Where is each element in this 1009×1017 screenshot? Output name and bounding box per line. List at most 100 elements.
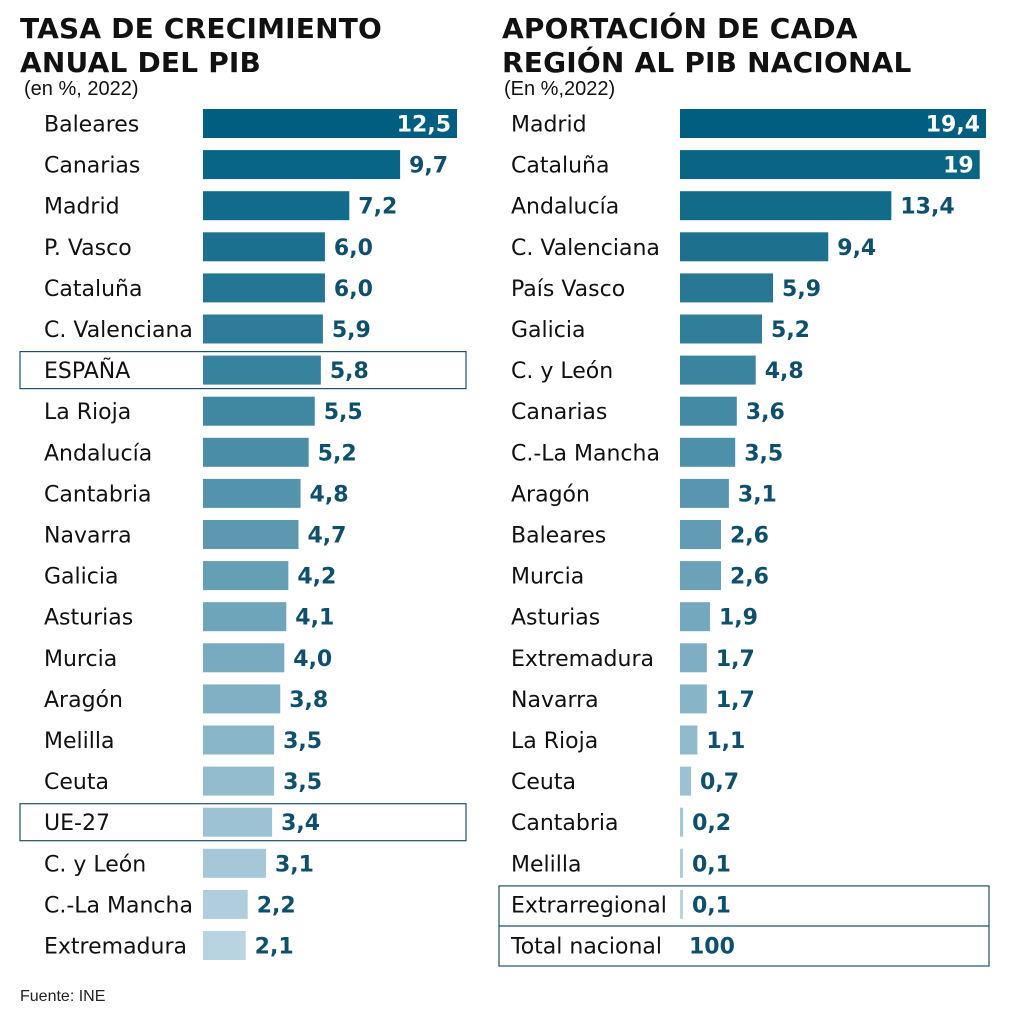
category-label: P. Vasco (44, 236, 132, 261)
total-value: 100 (689, 935, 735, 960)
value-label: 0,2 (692, 811, 731, 836)
value-label: 4,8 (310, 482, 349, 507)
value-label: 6,0 (334, 277, 373, 302)
value-label: 3,5 (283, 770, 322, 795)
value-label: 6,0 (334, 236, 373, 261)
category-label: C. y León (511, 359, 613, 384)
value-label: 0,1 (692, 893, 731, 918)
value-label: 3,4 (281, 811, 320, 836)
bar (203, 602, 287, 632)
category-label: Canarias (44, 154, 140, 179)
category-label: Cataluña (511, 154, 609, 179)
category-label: Cantabria (44, 482, 152, 507)
category-label: Aragón (44, 688, 123, 713)
category-label: Extremadura (511, 647, 654, 672)
value-label: 3,5 (283, 729, 322, 754)
bar (680, 191, 892, 221)
value-label: 12,5 (397, 113, 451, 138)
value-label: 19 (943, 154, 974, 179)
value-label: 1,7 (716, 688, 755, 713)
value-label: 0,1 (692, 852, 731, 877)
bar (680, 889, 683, 919)
bar (680, 520, 722, 549)
value-label: 5,2 (771, 318, 810, 343)
category-label: Melilla (44, 729, 114, 754)
bar (203, 684, 281, 714)
bar (203, 273, 325, 303)
bar (203, 807, 273, 837)
value-label: 3,6 (746, 400, 785, 425)
growth-chart: Baleares 12,5 Canarias 9,7 Madrid 7,2 P. Vasco… (19, 109, 467, 960)
value-label: 5,2 (318, 441, 357, 466)
contribution-chart: Madrid 19,4 Cataluña 19 Andalucía 13,4 C. Vale… (498, 109, 990, 967)
bar (680, 643, 707, 673)
bar (680, 150, 980, 180)
total-label: Total nacional (510, 935, 662, 960)
category-label: Asturias (511, 606, 600, 631)
value-label: 3,1 (275, 852, 314, 877)
value-label: 4,2 (297, 565, 336, 590)
value-label: 9,7 (409, 154, 448, 179)
value-label: 2,6 (730, 524, 769, 549)
bar (203, 314, 323, 344)
bar (680, 109, 986, 138)
category-label: Melilla (511, 852, 581, 877)
value-label: 3,8 (289, 688, 328, 713)
category-label: Madrid (511, 113, 587, 138)
category-label: La Rioja (511, 729, 598, 754)
bar (680, 273, 774, 303)
category-label: País Vasco (511, 277, 625, 302)
bar (680, 848, 683, 878)
highlight-box (19, 351, 467, 390)
category-label: UE-27 (44, 811, 110, 836)
category-label: Andalucía (44, 441, 152, 466)
bar (680, 561, 722, 591)
value-label: 5,5 (324, 400, 363, 425)
bar (203, 355, 321, 385)
bar (203, 520, 299, 549)
bar (203, 232, 325, 262)
value-label: 19,4 (926, 113, 980, 138)
bar (203, 437, 309, 467)
value-label: 5,9 (782, 277, 821, 302)
value-label: 13,4 (900, 195, 954, 220)
value-label: 5,8 (330, 359, 369, 384)
bar (680, 396, 737, 426)
category-label: Galicia (44, 565, 118, 590)
category-label: Canarias (511, 400, 607, 425)
bar (680, 807, 684, 837)
bar (203, 889, 248, 919)
value-label: 4,1 (295, 606, 334, 631)
bar (203, 191, 350, 221)
category-label: C.-La Mancha (511, 441, 660, 466)
bar (203, 478, 301, 508)
bar (203, 725, 275, 755)
bar (203, 150, 401, 180)
value-label: 2,2 (257, 893, 296, 918)
bar (203, 931, 246, 960)
value-label: 3,1 (738, 482, 777, 507)
value-label: 2,6 (730, 565, 769, 590)
bar (680, 232, 829, 262)
category-label: Extremadura (44, 935, 187, 960)
chart2-subtitle: (En %,2022) (504, 78, 616, 100)
highlight-box (19, 803, 467, 842)
value-label: 7,2 (358, 195, 397, 220)
bar (203, 848, 266, 878)
category-label: Baleares (44, 113, 139, 138)
bar (203, 109, 457, 138)
value-label: 3,5 (744, 441, 783, 466)
value-label: 4,0 (293, 647, 332, 672)
bar (680, 725, 698, 755)
category-label: Murcia (511, 565, 584, 590)
category-label: Ceuta (511, 770, 576, 795)
bar (680, 314, 763, 344)
category-label: Andalucía (511, 195, 619, 220)
category-label: C. Valenciana (44, 318, 193, 343)
category-label: Ceuta (44, 770, 109, 795)
bar (680, 766, 692, 796)
value-label: 0,7 (700, 770, 739, 795)
category-label: Cantabria (511, 811, 619, 836)
value-label: 1,1 (706, 729, 745, 754)
